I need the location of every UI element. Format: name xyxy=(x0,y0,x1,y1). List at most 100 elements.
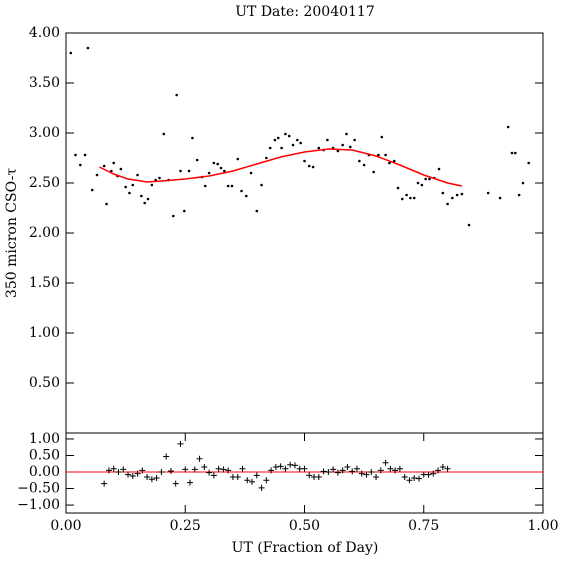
point xyxy=(341,143,344,147)
point xyxy=(86,46,90,50)
point xyxy=(158,469,165,476)
point xyxy=(287,461,294,468)
point xyxy=(382,459,389,466)
point xyxy=(95,173,99,177)
point xyxy=(311,165,315,169)
point xyxy=(315,473,322,480)
point xyxy=(291,143,295,147)
point xyxy=(353,465,360,472)
x-tick-label: 0.00 xyxy=(50,518,81,534)
point xyxy=(240,189,243,193)
point xyxy=(273,138,277,142)
x-tick-label: 0.25 xyxy=(170,518,201,534)
point xyxy=(203,184,207,188)
point xyxy=(260,183,263,187)
point xyxy=(362,163,366,167)
point xyxy=(112,161,115,165)
point xyxy=(506,125,510,129)
point xyxy=(424,177,427,181)
point xyxy=(291,462,298,469)
point xyxy=(384,153,387,157)
point xyxy=(368,469,375,476)
point xyxy=(253,472,260,479)
point xyxy=(245,194,248,198)
point xyxy=(444,465,451,472)
point xyxy=(345,132,348,136)
point xyxy=(401,473,408,480)
point xyxy=(336,149,340,153)
point xyxy=(510,151,514,155)
y-tick-label: 2.50 xyxy=(29,175,60,191)
point xyxy=(349,468,356,475)
point xyxy=(521,181,525,185)
point xyxy=(105,467,112,474)
y-tick-label: 1.00 xyxy=(29,431,60,447)
point xyxy=(268,146,272,150)
point xyxy=(303,159,306,163)
point xyxy=(307,164,311,168)
point xyxy=(230,184,234,188)
point xyxy=(146,197,150,201)
point xyxy=(172,214,175,218)
y-tick-label: −0.50 xyxy=(17,481,60,497)
point xyxy=(163,453,170,460)
point xyxy=(467,223,471,227)
point xyxy=(498,196,502,200)
point xyxy=(177,440,184,447)
point xyxy=(129,472,136,479)
point xyxy=(334,469,341,476)
point xyxy=(272,464,279,471)
point xyxy=(255,209,259,213)
point xyxy=(258,484,265,491)
y-tick-label: 4.00 xyxy=(29,25,60,41)
y-tick-label: 0.00 xyxy=(29,464,60,480)
point xyxy=(212,161,216,165)
y-tick-label: 0.50 xyxy=(29,447,60,463)
x-tick-label: 0.75 xyxy=(408,518,439,534)
point xyxy=(287,134,291,138)
point xyxy=(400,197,404,201)
point xyxy=(179,169,182,173)
point xyxy=(358,470,365,477)
point xyxy=(249,171,253,175)
point xyxy=(220,466,227,473)
y-axis-label: 350 micron CSO-τ xyxy=(4,168,20,298)
point xyxy=(415,475,422,482)
point xyxy=(268,467,275,474)
point xyxy=(387,465,394,472)
point xyxy=(206,469,213,476)
point xyxy=(276,136,280,140)
point xyxy=(372,170,375,174)
point xyxy=(162,132,166,136)
point xyxy=(101,480,108,487)
point xyxy=(196,455,203,462)
y-tick-label: 2.00 xyxy=(29,225,60,241)
x-tick-label: 0.50 xyxy=(289,518,320,534)
point xyxy=(280,146,283,150)
point xyxy=(216,162,219,166)
point xyxy=(409,196,412,200)
y-tick-label: 3.00 xyxy=(29,125,60,141)
point xyxy=(105,202,108,206)
point xyxy=(455,193,459,197)
point xyxy=(428,177,431,181)
point xyxy=(69,51,73,55)
point xyxy=(125,471,132,478)
point xyxy=(380,135,384,139)
chart-title: UT Date: 20040117 xyxy=(235,4,375,20)
point xyxy=(344,464,351,471)
point xyxy=(201,464,208,471)
point xyxy=(79,163,82,167)
point xyxy=(148,476,155,483)
point xyxy=(136,173,139,177)
point xyxy=(373,473,380,480)
point xyxy=(441,191,445,195)
point xyxy=(172,480,179,487)
point xyxy=(412,196,416,200)
point xyxy=(430,470,437,477)
point xyxy=(115,469,122,476)
point xyxy=(167,468,174,475)
point xyxy=(396,465,403,472)
point xyxy=(226,184,230,188)
point xyxy=(195,158,199,162)
